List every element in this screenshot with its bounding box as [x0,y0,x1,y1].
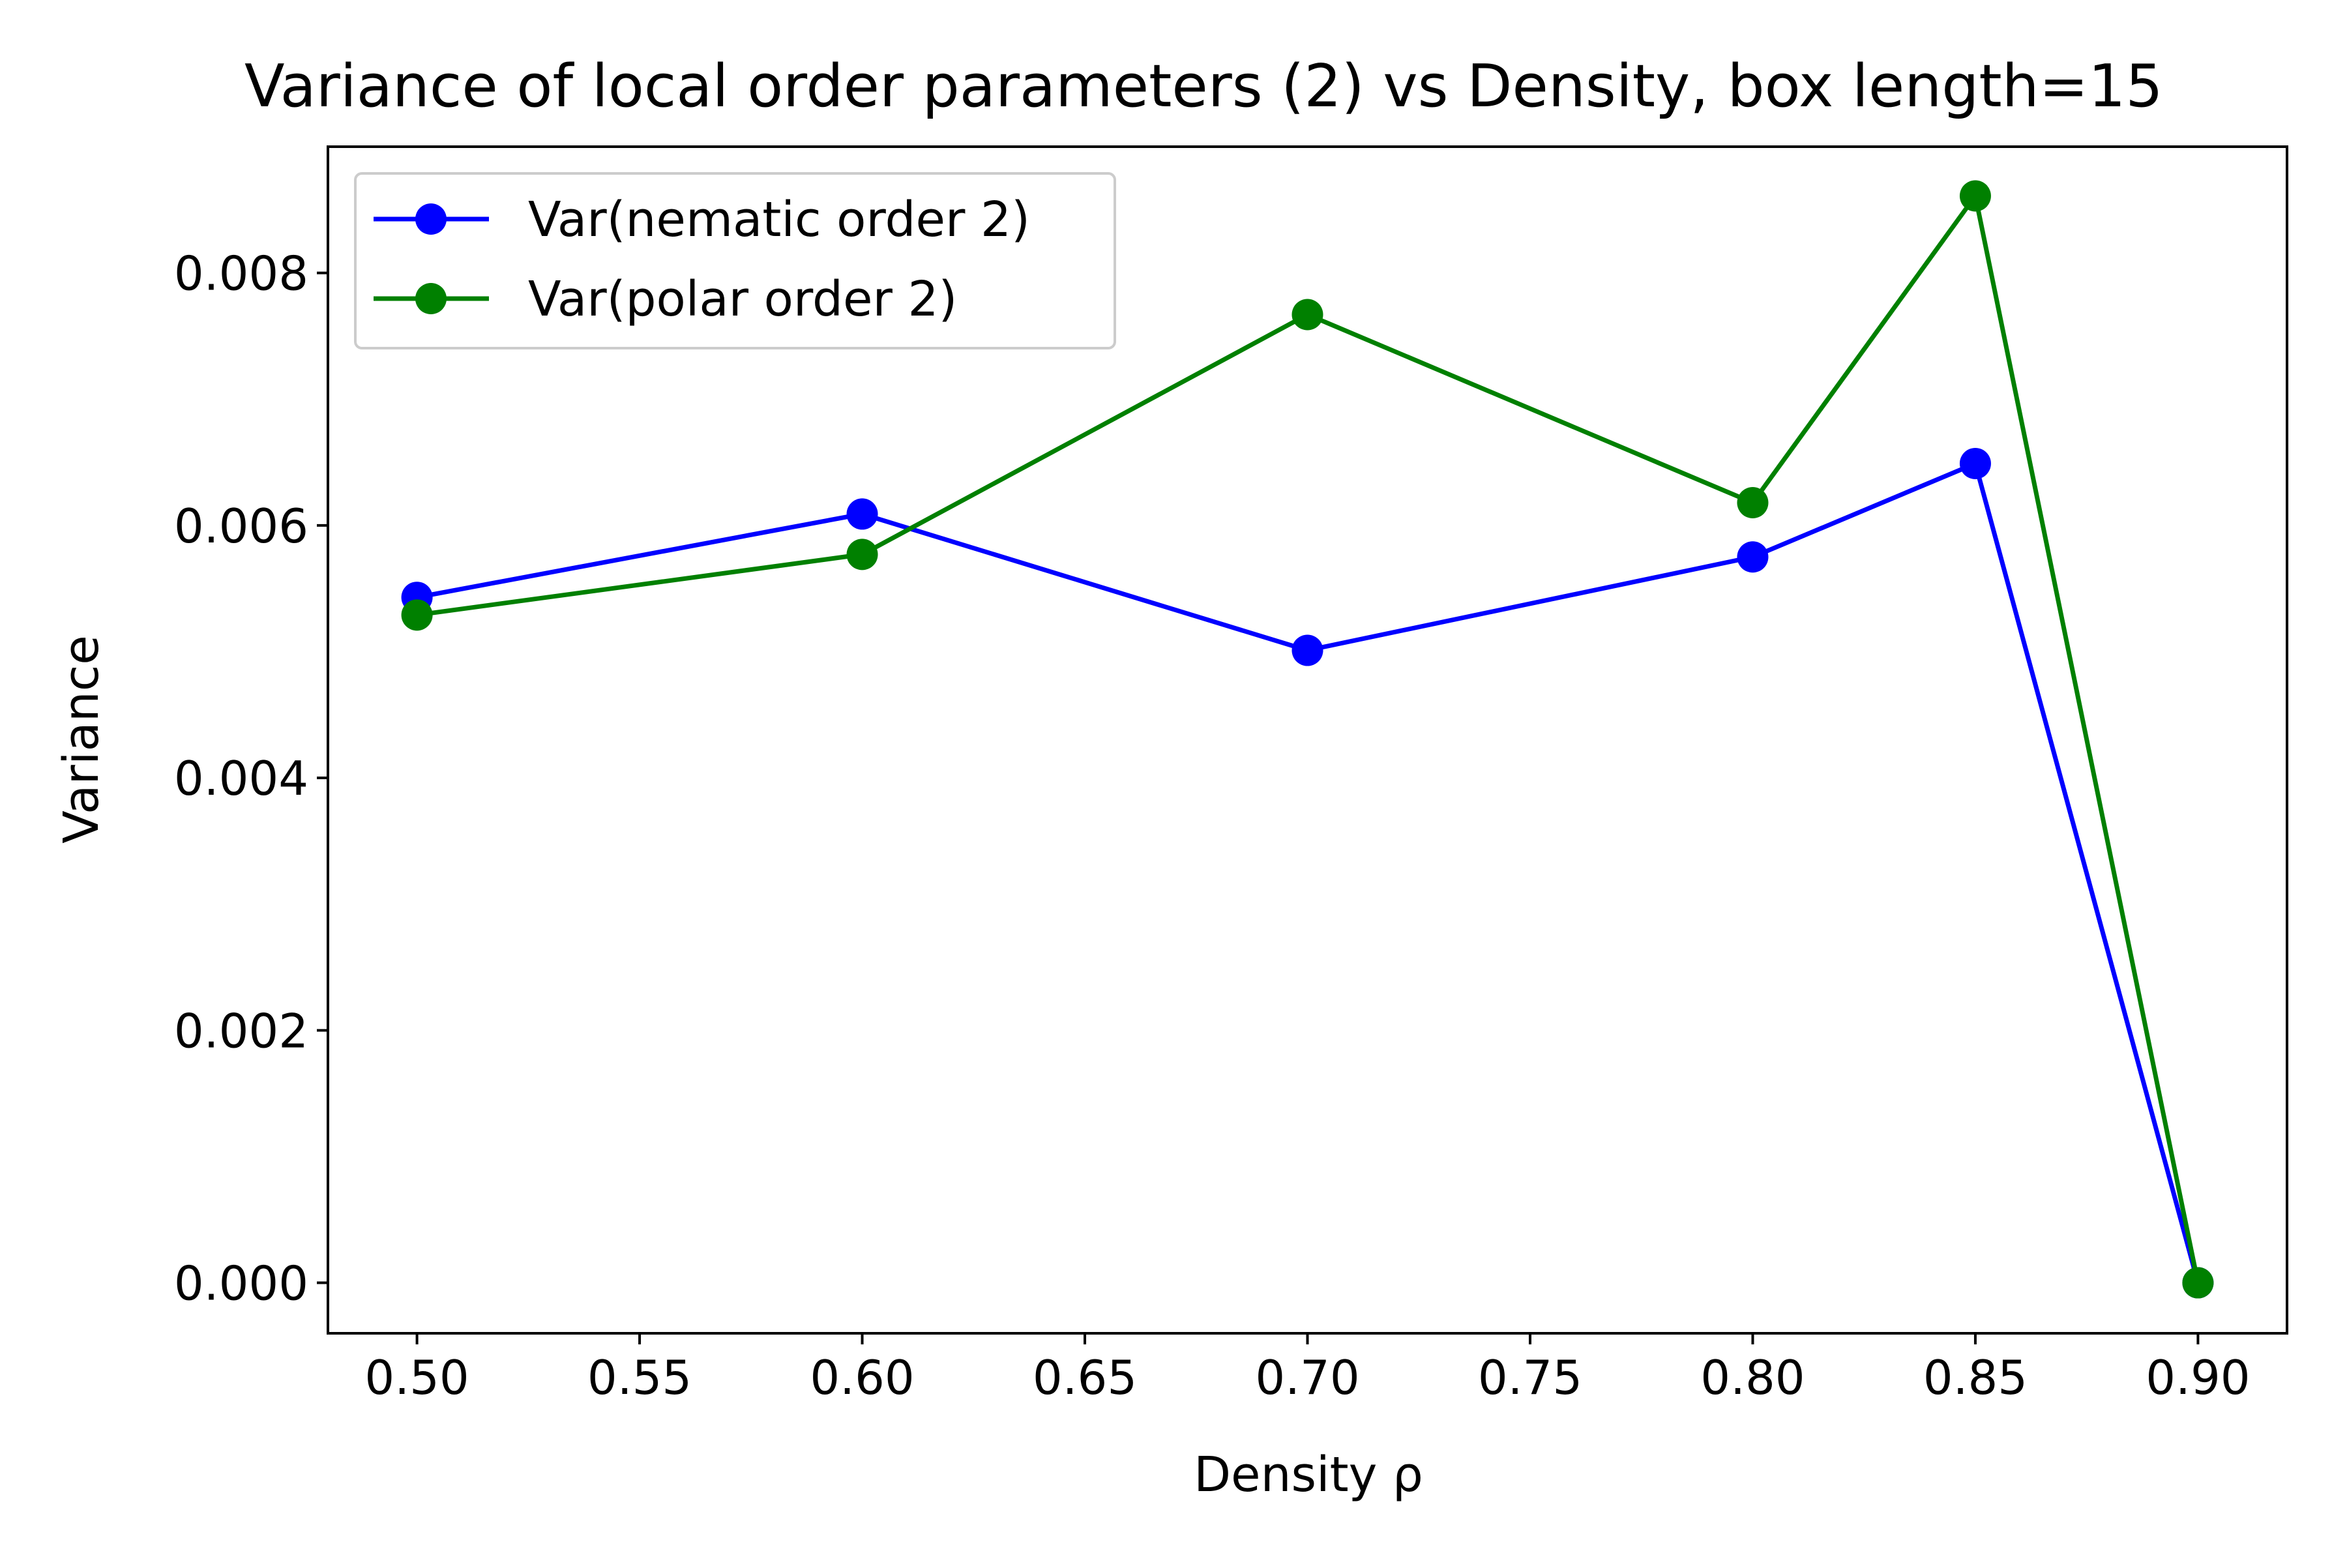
x-tick-label: 0.70 [1255,1350,1359,1405]
data-point [1959,447,1991,479]
x-tick-label: 0.60 [810,1350,914,1405]
legend-marker [415,283,447,314]
x-axis-label: Density ρ [1194,1447,1423,1503]
legend: Var(nematic order 2) Var(polar order 2) [354,172,1116,349]
data-point [2182,1267,2214,1299]
y-tick-label: 0.004 [174,751,308,806]
x-tick-label: 0.90 [2146,1350,2250,1405]
x-tick-label: 0.75 [1478,1350,1582,1405]
x-tick-label: 0.80 [1700,1350,1805,1405]
y-tick-label: 0.006 [174,499,308,554]
series-line [416,461,2200,1284]
y-tick-label: 0.000 [174,1256,308,1311]
legend-marker [415,203,447,235]
series-2 [401,180,2214,1299]
data-point [1737,487,1769,518]
x-tick-label: 0.85 [1923,1350,2028,1405]
x-tick-label: 0.65 [1033,1350,1137,1405]
series-line [417,194,2200,1284]
x-tick-label: 0.50 [364,1350,469,1405]
data-point [846,498,878,530]
y-axis-label: Variance [53,635,110,844]
data-point [1737,541,1769,573]
data-point [846,539,878,570]
data-point [1292,634,1323,666]
chart-title: Variance of local order parameters (2) v… [244,52,2163,121]
y-tick-label: 0.008 [174,246,308,301]
x-axis-ticks: 0.50 0.55 0.60 0.65 0.70 0.75 0.80 0.85 0.90 [364,1333,2251,1405]
x-tick-label: 0.55 [587,1350,692,1405]
legend-label: Var(polar order 2) [528,271,957,327]
legend-box [354,172,1116,349]
y-axis-ticks: 0.000 0.002 0.004 0.006 0.008 [174,246,328,1311]
data-point [401,599,433,631]
data-point [1292,299,1323,331]
data-point [1959,180,1991,212]
legend-label: Var(nematic order 2) [528,192,1030,248]
y-tick-label: 0.002 [174,1003,308,1058]
